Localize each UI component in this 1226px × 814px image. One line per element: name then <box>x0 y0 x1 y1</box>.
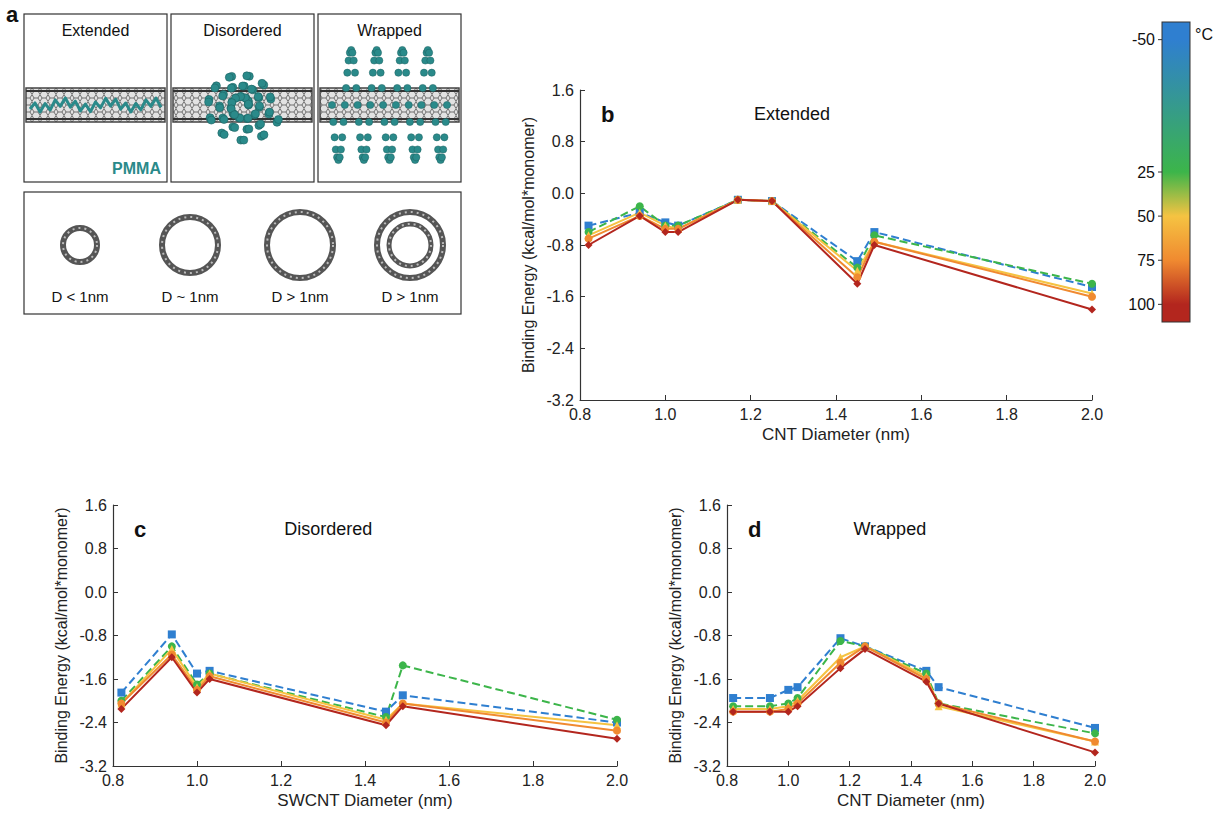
svg-text:50: 50 <box>1137 208 1155 225</box>
svg-text:CNT Diameter (nm): CNT Diameter (nm) <box>837 791 985 810</box>
svg-text:1.2: 1.2 <box>740 406 762 423</box>
svg-text:1.8: 1.8 <box>1023 772 1045 789</box>
svg-text:0.0: 0.0 <box>699 584 721 601</box>
svg-text:Binding Energy (kcal/mol*monom: Binding Energy (kcal/mol*monomer) <box>667 507 684 763</box>
svg-text:-0.8: -0.8 <box>79 627 107 644</box>
svg-text:1.6: 1.6 <box>438 772 460 789</box>
svg-text:a: a <box>6 2 19 27</box>
svg-text:1.0: 1.0 <box>777 772 799 789</box>
svg-text:0.8: 0.8 <box>552 133 574 150</box>
svg-text:SWCNT Diameter (nm): SWCNT Diameter (nm) <box>277 791 452 810</box>
svg-text:D ~ 1nm: D ~ 1nm <box>161 288 218 305</box>
svg-text:0.8: 0.8 <box>699 540 721 557</box>
svg-text:-1.6: -1.6 <box>546 288 574 305</box>
svg-text:1.6: 1.6 <box>910 406 932 423</box>
svg-text:1.8: 1.8 <box>996 406 1018 423</box>
svg-text:D > 1nm: D > 1nm <box>271 288 328 305</box>
svg-text:1.0: 1.0 <box>654 406 676 423</box>
svg-text:-0.8: -0.8 <box>546 237 574 254</box>
svg-text:-1.6: -1.6 <box>79 671 107 688</box>
svg-text:1.6: 1.6 <box>85 497 107 514</box>
svg-text:2.0: 2.0 <box>606 772 628 789</box>
svg-text:0.0: 0.0 <box>85 584 107 601</box>
svg-text:2.0: 2.0 <box>1081 406 1103 423</box>
svg-text:1.6: 1.6 <box>699 497 721 514</box>
svg-text:-3.2: -3.2 <box>546 391 574 409</box>
svg-text:1.6: 1.6 <box>552 82 574 99</box>
svg-text:D > 1nm: D > 1nm <box>381 288 438 305</box>
svg-text:-3.2: -3.2 <box>693 757 721 775</box>
svg-text:1.4: 1.4 <box>900 772 922 789</box>
svg-text:0.8: 0.8 <box>569 406 591 423</box>
svg-text:Wrapped: Wrapped <box>357 22 422 39</box>
svg-text:1.2: 1.2 <box>839 772 861 789</box>
svg-text:0.8: 0.8 <box>85 540 107 557</box>
svg-text:1.4: 1.4 <box>825 406 847 423</box>
svg-text:1.0: 1.0 <box>186 772 208 789</box>
svg-text:0.8: 0.8 <box>716 772 738 789</box>
svg-text:°C: °C <box>1195 26 1213 43</box>
svg-text:1.8: 1.8 <box>522 772 544 789</box>
svg-text:25: 25 <box>1137 164 1155 181</box>
svg-text:-2.4: -2.4 <box>79 714 107 731</box>
svg-text:Extended: Extended <box>62 22 130 39</box>
svg-text:PMMA: PMMA <box>112 160 161 177</box>
svg-text:d: d <box>748 517 761 542</box>
svg-text:2.0: 2.0 <box>1084 772 1106 789</box>
svg-text:1.2: 1.2 <box>270 772 292 789</box>
svg-text:-2.4: -2.4 <box>546 340 574 357</box>
svg-text:0.0: 0.0 <box>552 185 574 202</box>
svg-text:CNT Diameter (nm): CNT Diameter (nm) <box>762 425 910 444</box>
svg-text:-2.4: -2.4 <box>693 714 721 731</box>
svg-text:Binding Energy (kcal/mol*monom: Binding Energy (kcal/mol*monomer) <box>53 507 70 763</box>
svg-text:75: 75 <box>1137 252 1155 269</box>
svg-text:Disordered: Disordered <box>203 22 281 39</box>
svg-text:1.4: 1.4 <box>354 772 376 789</box>
svg-text:0.8: 0.8 <box>102 772 124 789</box>
svg-text:1.6: 1.6 <box>961 772 983 789</box>
svg-text:Disordered: Disordered <box>284 519 372 539</box>
svg-text:-3.2: -3.2 <box>79 757 107 775</box>
svg-text:Extended: Extended <box>754 104 830 124</box>
svg-text:Binding Energy (kcal/mol*monom: Binding Energy (kcal/mol*monomer) <box>520 117 537 373</box>
svg-text:D < 1nm: D < 1nm <box>51 288 108 305</box>
svg-text:-0.8: -0.8 <box>693 627 721 644</box>
svg-text:-50: -50 <box>1132 31 1155 48</box>
svg-text:-1.6: -1.6 <box>693 671 721 688</box>
svg-text:b: b <box>601 102 614 127</box>
svg-text:100: 100 <box>1128 296 1155 313</box>
svg-text:Wrapped: Wrapped <box>853 519 926 539</box>
svg-text:c: c <box>134 517 146 542</box>
